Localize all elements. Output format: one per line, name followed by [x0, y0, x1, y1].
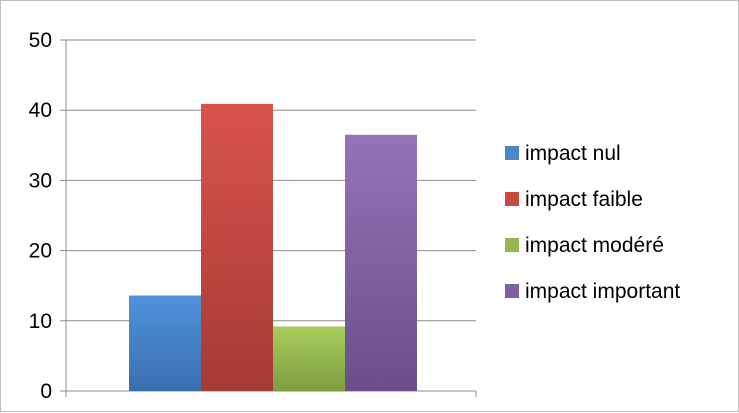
y-tick-label: 20 [29, 240, 52, 263]
bar-impact-nul [129, 295, 201, 391]
legend: impact nul impact faible impact modéré impa… [505, 142, 680, 303]
legend-swatch [505, 192, 519, 206]
bar-impact-modere [273, 326, 345, 391]
bar-impact-important [345, 134, 417, 391]
y-tick-label: 50 [29, 29, 52, 52]
bars [129, 103, 417, 391]
y-tick-label: 30 [29, 169, 52, 192]
legend-swatch [505, 238, 519, 252]
y-tick-label: 0 [40, 380, 52, 403]
y-tick-labels: 0 10 20 30 40 50 [29, 29, 477, 403]
y-tick-label: 40 [29, 99, 52, 122]
legend-label: impact important [525, 280, 680, 303]
y-tick-label: 10 [29, 310, 52, 333]
bar-impact-faible [201, 103, 273, 391]
legend-label: impact modéré [525, 234, 664, 257]
legend-swatch [505, 146, 519, 160]
legend-swatch [505, 284, 519, 298]
legend-label: impact faible [525, 188, 643, 211]
legend-label: impact nul [525, 142, 621, 165]
